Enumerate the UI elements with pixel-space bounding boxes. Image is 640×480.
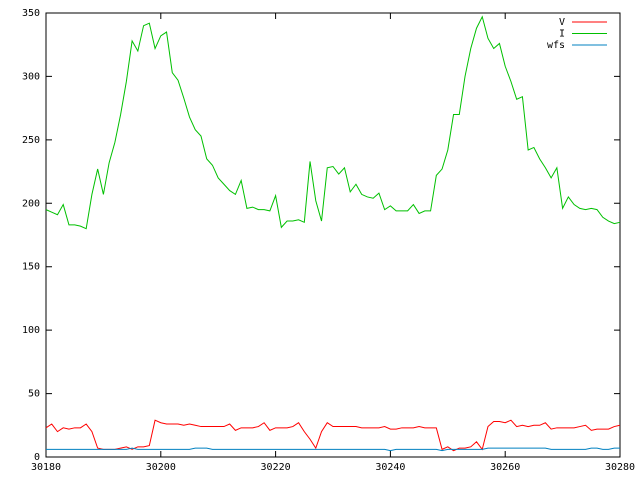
y-tick-label: 100 (22, 325, 40, 336)
y-tick-label: 150 (22, 262, 40, 273)
legend-label: V (559, 17, 565, 28)
x-tick-label: 30260 (490, 462, 520, 473)
x-tick-label: 30280 (605, 462, 635, 473)
x-tick-label: 30180 (31, 462, 61, 473)
x-tick-label: 30200 (146, 462, 176, 473)
plot-border (45, 12, 621, 458)
series-line (45, 15, 621, 230)
x-tick-label: 30220 (261, 462, 291, 473)
y-tick-label: 0 (34, 452, 40, 463)
x-tick-label: 30240 (375, 462, 405, 473)
series-line (45, 419, 621, 452)
y-tick-label: 200 (22, 198, 40, 209)
y-tick-label: 250 (22, 135, 40, 146)
series-line (46, 447, 620, 452)
y-tick-label: 300 (22, 71, 40, 82)
legend-label: I (559, 29, 565, 40)
y-tick-label: 50 (28, 389, 40, 400)
y-tick-label: 350 (22, 8, 40, 19)
legend-label: wfs (547, 40, 565, 51)
